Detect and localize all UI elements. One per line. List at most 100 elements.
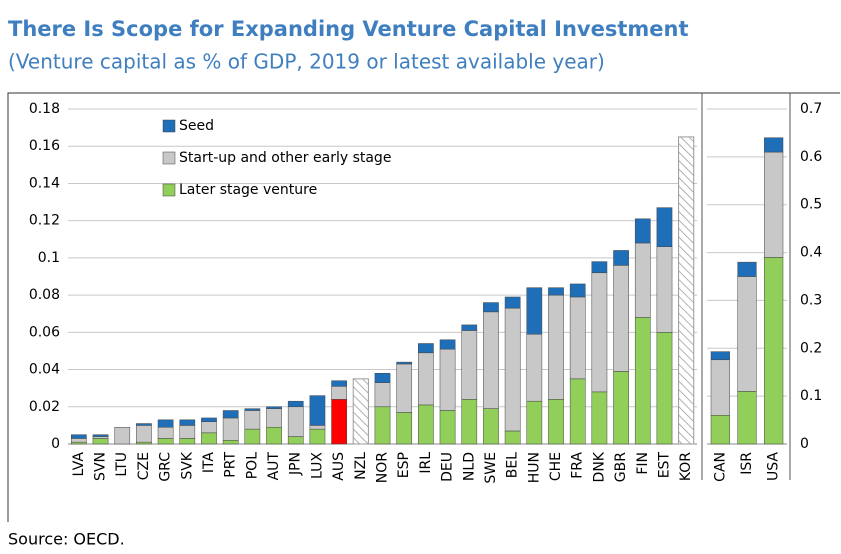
bar-segment — [439, 339, 456, 350]
bar-segment — [136, 425, 152, 443]
frame — [7, 92, 840, 522]
y-tick-label: 0.14 — [29, 175, 60, 191]
bar-segment — [92, 434, 109, 437]
chart-title: There Is Scope for Expanding Venture Cap… — [8, 17, 689, 41]
bar-segment — [569, 296, 586, 380]
x-tick-label: GBR — [613, 452, 629, 482]
bar-segment — [591, 272, 608, 393]
x-tick-label: ESP — [396, 452, 412, 478]
y-tick-label: 0 — [800, 436, 809, 452]
x-tick-label: AUT — [266, 452, 282, 481]
y-tick-label: 0.5 — [800, 197, 822, 213]
x-tick-label: ISR — [739, 452, 755, 475]
x-tick-label: NZL — [353, 452, 369, 480]
bar-segment — [244, 428, 261, 445]
bar-segment — [548, 294, 564, 400]
bar-segment — [613, 371, 629, 445]
x-tick-label: POL — [244, 452, 260, 479]
y-tick-label: 0.3 — [800, 292, 822, 308]
bar-segment — [634, 242, 651, 318]
x-tick-label: GRC — [158, 452, 174, 482]
bar-segment — [548, 287, 564, 296]
legend-label: Start-up and other early stage — [179, 150, 391, 166]
x-tick-label: SVK — [179, 451, 195, 479]
x-tick-label: NLD — [461, 452, 477, 481]
bar-segment — [710, 359, 730, 416]
bar-segment — [656, 246, 673, 333]
bar-segment — [613, 265, 629, 372]
bar-segment — [710, 415, 730, 445]
y-tick-label: 0 — [51, 436, 60, 452]
x-tick-label: EST — [656, 452, 672, 479]
bar-segment — [287, 406, 304, 437]
y-tick-label: 0.1 — [800, 388, 822, 404]
bar-segment — [591, 391, 608, 445]
bar-segment — [287, 400, 304, 408]
bar-segment — [309, 428, 326, 445]
bar-segment — [737, 391, 757, 445]
bar-segment — [179, 438, 196, 445]
bar-segment — [179, 419, 196, 426]
bar-segment — [309, 395, 326, 426]
y-tick-label: 0.4 — [800, 245, 822, 261]
bar-segment — [201, 421, 217, 434]
x-tick-label: FRA — [570, 452, 586, 479]
bar-segment — [764, 257, 784, 445]
x-tick-label: SVN — [93, 452, 109, 481]
x-tick-label: DEU — [440, 452, 456, 482]
legend-label: Later stage venture — [179, 182, 317, 198]
bar-segment — [526, 400, 543, 445]
bar-segment — [92, 436, 109, 439]
bar-segment — [266, 406, 282, 409]
bar-segment — [418, 343, 434, 354]
bar-segment — [222, 410, 239, 419]
hatched-bar — [352, 378, 369, 445]
bar-segment — [374, 373, 391, 383]
x-tick-label: FIN — [635, 452, 651, 475]
x-tick-label: BEL — [505, 452, 521, 478]
bar-segment — [396, 412, 413, 445]
x-tick-label: PRT — [223, 452, 239, 478]
x-tick-label: SWE — [483, 452, 499, 484]
bar-segment — [201, 417, 217, 422]
bar-segment — [737, 276, 757, 392]
bar-segment — [591, 261, 608, 274]
bar-segment — [136, 441, 152, 445]
x-tick-label: CZE — [136, 452, 152, 480]
bar-segment — [244, 410, 261, 430]
y-tick-label: 0.16 — [29, 138, 60, 154]
bar-segment — [244, 408, 261, 411]
bar-segment — [439, 348, 456, 411]
x-tick-label: CAN — [712, 452, 728, 482]
x-tick-label: JPN — [288, 452, 304, 476]
bar-segment — [634, 218, 651, 244]
bar-segment — [439, 410, 456, 445]
bar-segment — [656, 207, 673, 247]
y-tick-label: 0.08 — [29, 287, 60, 303]
bar-segment — [222, 440, 239, 445]
x-tick-label: LUX — [309, 452, 325, 479]
y-tick-label: 0.06 — [29, 324, 60, 340]
x-tick-label: AUS — [331, 452, 347, 481]
bar-segment — [309, 425, 326, 430]
y-tick-label: 0.18 — [29, 101, 60, 117]
x-tick-label: USA — [766, 452, 782, 481]
bar-segment — [483, 311, 499, 409]
legend-label: Seed — [179, 118, 214, 134]
bar-segment — [764, 137, 784, 153]
bar-segment — [634, 317, 651, 445]
x-tick-label: HUN — [526, 452, 542, 483]
bar-segment — [71, 438, 87, 443]
bar-segment — [71, 434, 87, 439]
bar-segment — [287, 436, 304, 445]
x-tick-label: LTU — [114, 452, 130, 477]
bar-segment — [331, 386, 347, 400]
bar-segment — [136, 423, 152, 426]
bar-segment — [92, 438, 109, 445]
bar-segment — [71, 441, 87, 445]
bar-segment — [201, 432, 217, 445]
bar-segment — [418, 404, 434, 445]
y-tick-label: 0.12 — [29, 213, 60, 229]
y-tick-label: 0.2 — [800, 340, 822, 356]
